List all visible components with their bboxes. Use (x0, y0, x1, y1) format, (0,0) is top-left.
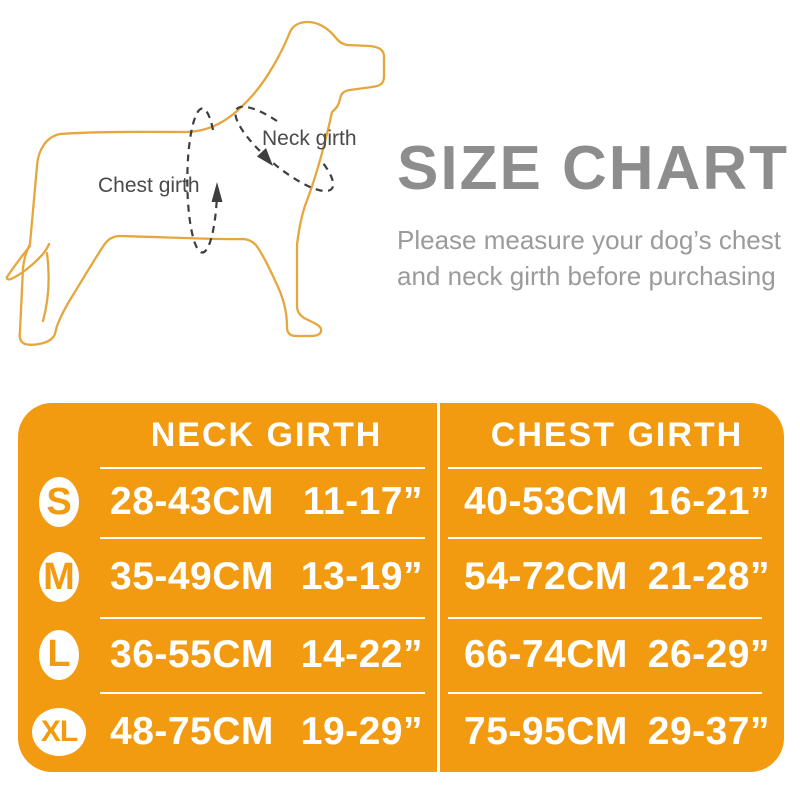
neck-girth-label: Neck girth (262, 127, 357, 150)
separator-line (100, 537, 425, 539)
separator-line (100, 692, 425, 694)
dog-far-leg-line (41, 251, 50, 323)
chest-cm-value: 75-95CM (464, 710, 628, 753)
dog-body-outline (18, 20, 386, 346)
size-badge-xl: XL (32, 708, 86, 756)
size-badge-label: XL (40, 715, 78, 748)
dog-measurement-diagram: Chest girth Neck girth (0, 0, 400, 360)
title-block: SIZE CHART Please measure your dog’s che… (397, 138, 800, 294)
neck-cm-value: 28-43CM (110, 480, 274, 523)
table-row: M 35-49CM 13-19” 54-72CM 21-28” (18, 537, 784, 617)
neck-cm-value: 35-49CM (110, 555, 274, 598)
separator-line (100, 467, 425, 469)
chest-in-value: 21-28” (647, 555, 770, 598)
dog-outline-illustration: Chest girth Neck girth (5, 20, 386, 346)
neck-girth-cell: 36-55CM 14-22” (100, 633, 437, 677)
separator-line (448, 537, 762, 539)
size-badge-label: M (43, 555, 75, 598)
neck-girth-cell: 35-49CM 13-19” (100, 555, 437, 599)
chest-girth-cell: 75-95CM 29-37” (440, 710, 784, 754)
subtitle: Please measure your dog’s chest and neck… (397, 222, 800, 294)
chest-in-value: 16-21” (647, 480, 770, 523)
page-title: SIZE CHART (397, 134, 789, 203)
chest-girth-label: Chest girth (98, 174, 200, 197)
neck-cm-value: 48-75CM (110, 710, 274, 753)
chest-in-value: 29-37” (647, 710, 770, 753)
size-badge-m: M (39, 552, 79, 602)
chest-girth-cell: 40-53CM 16-21” (440, 480, 784, 524)
chest-girth-cell: 66-74CM 26-29” (440, 633, 784, 677)
table-row: S 28-43CM 11-17” 40-53CM 16-21” (18, 467, 784, 537)
size-badge-l: L (39, 629, 79, 680)
chest-cm-value: 54-72CM (464, 555, 628, 598)
separator-line (448, 467, 762, 469)
subtitle-line-1: Please measure your dog’s chest (397, 225, 781, 255)
chest-cm-value: 40-53CM (464, 480, 628, 523)
neck-girth-cell: 28-43CM 11-17” (100, 480, 437, 524)
neck-girth-column-header: NECK GIRTH (150, 415, 383, 454)
chest-girth-header-cell: CHEST GIRTH (440, 416, 784, 455)
table-row: XL 48-75CM 19-29” 75-95CM 29-37” (18, 692, 784, 772)
neck-girth-header-cell: NECK GIRTH (100, 416, 437, 455)
chest-girth-arrowhead (211, 182, 223, 202)
neck-in-value: 13-19” (300, 555, 423, 598)
chest-girth-column-header: CHEST GIRTH (490, 415, 744, 454)
neck-in-value: 14-22” (300, 632, 423, 676)
separator-line (448, 692, 762, 694)
table-header-row: NECK GIRTH CHEST GIRTH (18, 403, 784, 467)
chest-cm-value: 66-74CM (464, 632, 628, 676)
column-divider (437, 403, 440, 772)
dog-tail-outline (5, 242, 51, 281)
neck-girth-arrowhead (257, 148, 273, 166)
neck-in-value: 19-29” (300, 710, 423, 753)
size-table: NECK GIRTH CHEST GIRTH S 28-43CM 11-17” … (18, 403, 784, 772)
neck-cm-value: 36-55CM (110, 632, 274, 676)
table-row: L 36-55CM 14-22” 66-74CM 26-29” (18, 617, 784, 692)
chest-in-value: 26-29” (647, 632, 770, 676)
size-badge-s: S (39, 477, 79, 527)
subtitle-line-2: and neck girth before purchasing (397, 261, 776, 291)
size-badge-label: L (47, 633, 71, 675)
neck-girth-cell: 48-75CM 19-29” (100, 710, 437, 754)
chest-girth-ellipse (186, 107, 219, 254)
separator-line (448, 617, 762, 619)
separator-line (100, 617, 425, 619)
chest-girth-cell: 54-72CM 21-28” (440, 555, 784, 599)
neck-in-value: 11-17” (302, 480, 423, 523)
size-badge-label: S (46, 480, 72, 523)
